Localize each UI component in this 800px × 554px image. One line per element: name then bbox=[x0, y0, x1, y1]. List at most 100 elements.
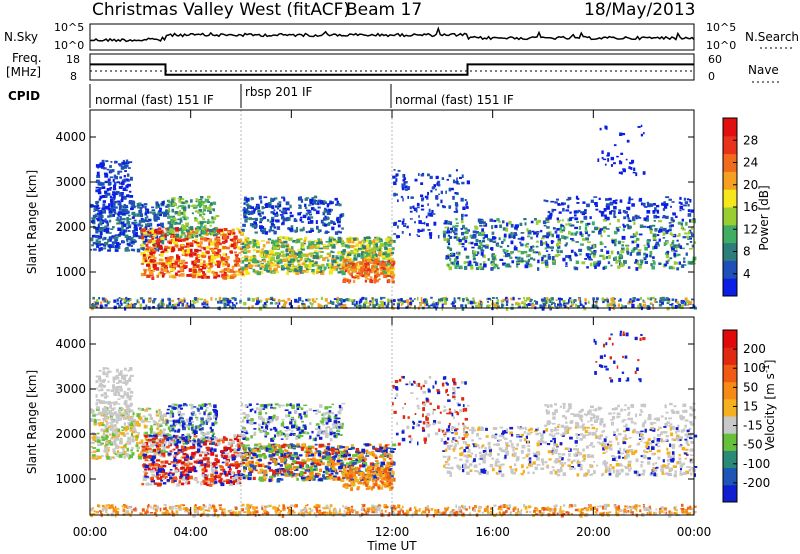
echo-cell bbox=[123, 400, 127, 405]
echo-cell bbox=[496, 218, 500, 222]
echo-cell bbox=[470, 241, 474, 245]
echo-cell bbox=[256, 260, 260, 264]
echo-cell bbox=[565, 242, 568, 246]
echo-cell bbox=[343, 304, 347, 308]
echo-cell bbox=[506, 222, 509, 227]
echo-cell bbox=[587, 234, 591, 237]
echo-cell bbox=[656, 215, 660, 219]
echo-cell bbox=[532, 251, 536, 254]
echo-cell bbox=[104, 191, 108, 194]
echo-cell bbox=[138, 417, 143, 420]
echo-cell bbox=[210, 467, 214, 472]
echo-cell bbox=[668, 224, 673, 228]
echo-cell bbox=[202, 213, 206, 216]
echo-cell bbox=[135, 437, 138, 441]
echo-cell bbox=[256, 300, 261, 304]
echo-cell bbox=[421, 204, 424, 207]
echo-cell bbox=[300, 242, 304, 245]
echo-cell bbox=[105, 375, 109, 378]
echo-cell bbox=[686, 198, 690, 201]
echo-cell bbox=[346, 253, 352, 257]
ytick-label: 4000 bbox=[55, 130, 86, 144]
echo-cell bbox=[593, 196, 598, 198]
echo-cell bbox=[452, 195, 455, 200]
echo-cell bbox=[194, 210, 198, 213]
echo-cell bbox=[293, 270, 297, 273]
echo-cell bbox=[635, 215, 640, 218]
echo-cell bbox=[326, 305, 328, 309]
echo-cell bbox=[243, 202, 246, 205]
echo-cell bbox=[183, 206, 187, 211]
echo-cell bbox=[417, 228, 420, 233]
echo-cell bbox=[212, 465, 216, 468]
echo-cell bbox=[199, 241, 203, 245]
echo-cell bbox=[494, 263, 497, 266]
echo-cell bbox=[379, 267, 383, 272]
echo-cell bbox=[339, 231, 342, 234]
echo-cell bbox=[111, 235, 115, 238]
echo-cell bbox=[210, 220, 214, 224]
echo-cell bbox=[507, 245, 510, 248]
echo-cell bbox=[347, 244, 351, 249]
echo-cell bbox=[145, 243, 149, 247]
echo-cell bbox=[506, 263, 511, 267]
echo-cell bbox=[557, 305, 560, 308]
echo-cell bbox=[355, 300, 358, 305]
echo-cell bbox=[554, 302, 556, 307]
echo-cell bbox=[142, 205, 145, 208]
echo-cell bbox=[197, 273, 201, 276]
echo-cell bbox=[444, 226, 449, 229]
echo-cell bbox=[151, 206, 155, 209]
echo-cell bbox=[99, 228, 103, 233]
echo-cell bbox=[433, 305, 437, 308]
echo-cell bbox=[149, 251, 153, 256]
echo-cell bbox=[541, 237, 545, 240]
echo-cell bbox=[502, 248, 506, 253]
echo-cell bbox=[687, 209, 691, 212]
echo-cell bbox=[328, 254, 332, 258]
echo-cell bbox=[151, 248, 155, 251]
echo-cell bbox=[356, 265, 361, 268]
echo-cell bbox=[440, 199, 443, 204]
echo-cell bbox=[101, 380, 105, 383]
echo-cell bbox=[102, 226, 105, 229]
echo-cell bbox=[652, 210, 656, 214]
echo-cell bbox=[361, 296, 365, 300]
echo-cell bbox=[308, 204, 312, 207]
echo-cell bbox=[123, 204, 126, 208]
echo-cell bbox=[118, 403, 121, 405]
echo-cell bbox=[316, 241, 320, 245]
echo-cell bbox=[385, 257, 389, 260]
echo-cell bbox=[175, 227, 179, 231]
echo-cell bbox=[643, 244, 646, 247]
echo-cell bbox=[96, 432, 100, 435]
echo-cell bbox=[209, 210, 212, 214]
echo-cell bbox=[96, 171, 100, 176]
echo-cell bbox=[561, 219, 564, 222]
echo-cell bbox=[159, 244, 163, 248]
echo-cell bbox=[313, 195, 318, 199]
echo-cell bbox=[543, 199, 547, 202]
echo-cell bbox=[259, 299, 262, 301]
echo-cell bbox=[520, 237, 525, 241]
echo-cell bbox=[320, 219, 324, 224]
echo-cell bbox=[251, 259, 256, 264]
echo-cell bbox=[106, 389, 110, 392]
freq-series bbox=[90, 63, 694, 76]
echo-cell bbox=[528, 248, 533, 252]
echo-cell bbox=[121, 375, 125, 380]
echo-cell bbox=[112, 388, 115, 392]
echo-cell bbox=[592, 244, 595, 249]
echo-cell bbox=[184, 234, 187, 239]
echo-cell bbox=[654, 243, 657, 246]
echo-cell bbox=[159, 209, 162, 212]
echo-cell bbox=[461, 217, 464, 221]
echo-cell bbox=[135, 431, 138, 434]
echo-cell bbox=[153, 470, 158, 473]
echo-cell bbox=[306, 245, 312, 250]
echo-cell bbox=[110, 161, 113, 163]
echo-cell bbox=[159, 424, 163, 427]
echo-cell bbox=[157, 247, 161, 250]
echo-cell bbox=[424, 298, 427, 300]
